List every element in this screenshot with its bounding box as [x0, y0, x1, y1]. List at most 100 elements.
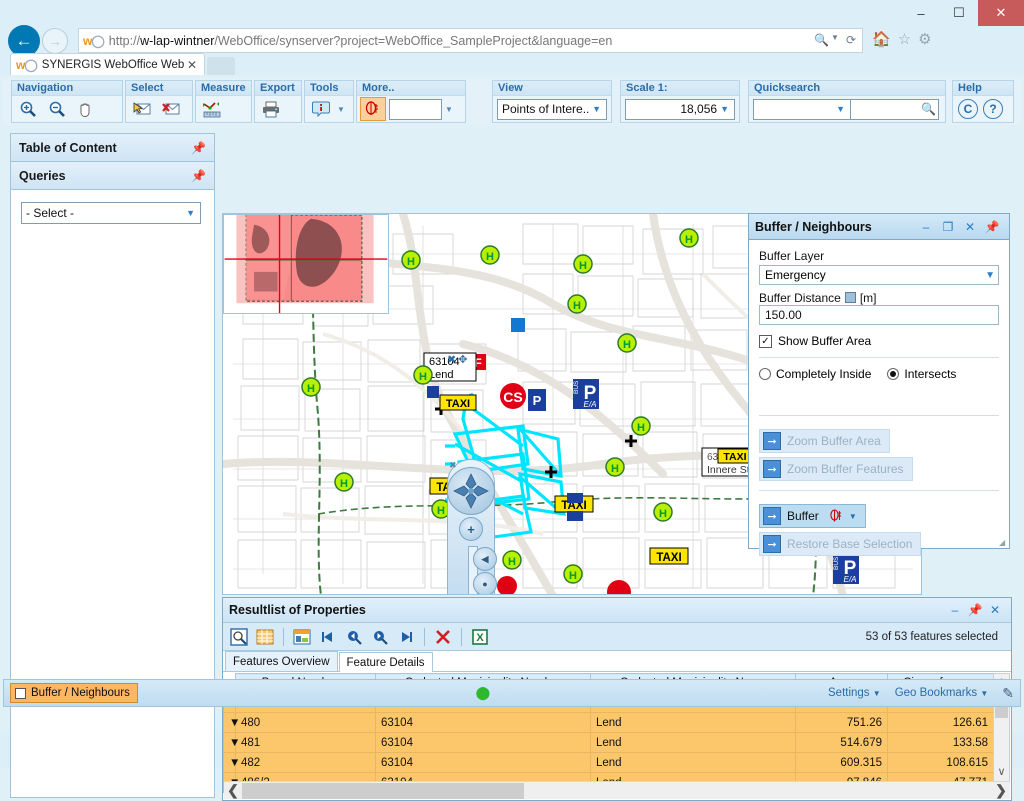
minimize-icon[interactable]: –: [917, 5, 925, 21]
zoom-to-selection-icon[interactable]: [228, 626, 250, 648]
chevron-down-icon[interactable]: ▼: [337, 104, 345, 114]
overview-map[interactable]: [223, 214, 389, 314]
query-select[interactable]: - Select - ▼: [21, 202, 201, 224]
first-feature-icon[interactable]: [317, 626, 339, 648]
restore-base-selection-button[interactable]: ➞ Restore Base Selection: [759, 532, 922, 556]
scroll-right-icon[interactable]: ❯: [995, 782, 1007, 798]
clear-selection-icon[interactable]: [158, 97, 184, 121]
search-icon[interactable]: 🔍: [921, 102, 936, 116]
zoom-in-button[interactable]: +: [459, 517, 483, 541]
scale-select[interactable]: 18,056 ▼: [625, 98, 735, 120]
minimize-icon[interactable]: –: [951, 603, 959, 617]
buffer-tool-icon[interactable]: [829, 508, 843, 524]
pan-rosette-icon[interactable]: [447, 467, 495, 515]
forward-arrow-icon[interactable]: →: [42, 28, 68, 54]
measure-distance-icon[interactable]: [199, 97, 225, 121]
quicksearch-category-select[interactable]: ▼: [753, 98, 851, 120]
previous-feature-icon[interactable]: [343, 626, 365, 648]
row-expander-icon[interactable]: ▼: [223, 712, 240, 733]
close-icon[interactable]: ✕: [978, 0, 1024, 26]
buffer-layer-select[interactable]: Emergency ▼: [759, 265, 999, 285]
search-icon[interactable]: 🔍: [814, 33, 830, 47]
close-icon[interactable]: ✖: [447, 354, 457, 366]
address-bar[interactable]: w◯ http://w-lap-wintner/WebOffice/synser…: [78, 28, 863, 53]
completely-inside-option[interactable]: Completely Inside: [759, 367, 871, 381]
home-icon[interactable]: 🏠: [872, 31, 891, 48]
maximize-icon[interactable]: ☐: [953, 5, 965, 20]
chevron-down-icon[interactable]: ▼: [831, 33, 839, 42]
calculator-icon[interactable]: [844, 292, 856, 303]
select-rectangle-icon[interactable]: [129, 97, 155, 121]
tab-close-icon[interactable]: ✕: [186, 57, 197, 72]
tab-feature-details[interactable]: Feature Details: [338, 652, 433, 672]
star-icon[interactable]: ☆: [897, 31, 912, 48]
scroll-left-icon[interactable]: ❮: [227, 782, 239, 798]
row-expander-icon[interactable]: ▼: [223, 752, 240, 773]
sidebar-item-table-of-content[interactable]: Table of Content 📌: [11, 134, 214, 162]
table-row[interactable]: ▼ 480 63104 Lend 751.26 126.61: [223, 712, 994, 733]
sidebar-item-queries[interactable]: Queries 📌: [11, 162, 214, 190]
zoom-out-icon[interactable]: [44, 97, 70, 121]
minimize-icon[interactable]: –: [922, 219, 930, 234]
last-feature-icon[interactable]: [395, 626, 417, 648]
settings-menu[interactable]: Settings ▼: [828, 687, 881, 699]
map-navigation-control[interactable]: ✖ + ◀ ● ▶ −: [447, 459, 497, 594]
radio-intersects[interactable]: [887, 368, 900, 380]
report-icon[interactable]: [291, 626, 313, 648]
chevron-down-icon[interactable]: ▼: [848, 511, 857, 521]
delete-selection-icon[interactable]: [432, 626, 454, 648]
scroll-track[interactable]: [242, 782, 992, 799]
pin-icon[interactable]: 📌: [191, 168, 206, 183]
pin-icon[interactable]: 📌: [967, 603, 983, 617]
identify-icon[interactable]: [308, 97, 334, 121]
restore-icon[interactable]: ❐: [942, 219, 954, 234]
more-tools-input[interactable]: [389, 98, 442, 120]
buffer-distance-input[interactable]: 150.00: [759, 305, 999, 325]
pan-hand-icon[interactable]: [73, 97, 99, 121]
print-icon[interactable]: [258, 97, 284, 121]
full-extent-button[interactable]: ●: [473, 572, 497, 594]
zoom-in-icon[interactable]: [15, 97, 41, 121]
move-icon[interactable]: ✥: [458, 354, 468, 366]
pen-icon[interactable]: ✎: [1002, 684, 1014, 701]
buffer-neighbours-icon[interactable]: [360, 97, 386, 121]
contents-icon[interactable]: C: [958, 99, 978, 119]
geo-bookmarks-menu[interactable]: Geo Bookmarks ▼: [895, 687, 989, 699]
browser-tab[interactable]: w◯ SYNERGIS WebOffice Web... ✕: [10, 53, 205, 75]
close-icon[interactable]: ✕: [989, 603, 1001, 617]
grid-horizontal-scrollbar[interactable]: ❮ ❯: [224, 781, 1010, 799]
scroll-down-icon[interactable]: ∨: [997, 766, 1006, 778]
sidebar-section-label: Queries: [19, 168, 66, 183]
table-row[interactable]: ▼ 481 63104 Lend 514.679 133.58: [223, 732, 994, 753]
pin-icon[interactable]: 📌: [191, 140, 206, 155]
radio-completely-inside[interactable]: [759, 368, 771, 380]
chevron-down-icon[interactable]: ▼: [445, 104, 453, 114]
new-tab-button[interactable]: [207, 57, 235, 75]
scroll-thumb[interactable]: [242, 782, 524, 799]
help-icon[interactable]: ?: [983, 99, 1003, 119]
buffer-button[interactable]: ➞ Buffer ▼: [759, 504, 866, 528]
intersects-option[interactable]: Intersects: [887, 367, 956, 381]
row-expander-icon[interactable]: ▼: [223, 732, 240, 753]
view-select[interactable]: Points of Intere... ▼: [497, 98, 607, 120]
show-buffer-area-row[interactable]: ✓ Show Buffer Area: [759, 334, 999, 348]
resize-grip[interactable]: ◢: [999, 538, 1006, 547]
quicksearch-input[interactable]: 🔍: [851, 98, 939, 120]
tab-features-overview[interactable]: Features Overview: [225, 651, 338, 671]
back-arrow-icon[interactable]: ←: [8, 25, 40, 57]
refresh-icon[interactable]: ⟳: [845, 33, 856, 47]
taskbar-item-buffer-neighbours[interactable]: Buffer / Neighbours: [10, 683, 138, 703]
zoom-buffer-features-button[interactable]: ➞ Zoom Buffer Features: [759, 457, 913, 481]
export-excel-icon[interactable]: X: [469, 626, 491, 648]
show-table-icon[interactable]: [254, 626, 276, 648]
zoom-slider[interactable]: [468, 546, 478, 594]
show-buffer-area-checkbox[interactable]: ✓: [759, 334, 772, 348]
previous-extent-button[interactable]: ◀: [473, 547, 497, 571]
close-icon[interactable]: ✕: [964, 219, 976, 234]
close-icon[interactable]: ✖: [449, 460, 457, 470]
next-feature-icon[interactable]: [369, 626, 391, 648]
pin-icon[interactable]: 📌: [984, 219, 1000, 234]
table-row[interactable]: ▼ 482 63104 Lend 609.315 108.615: [223, 752, 994, 773]
zoom-buffer-area-button[interactable]: ➞ Zoom Buffer Area: [759, 429, 890, 453]
gear-icon[interactable]: ⚙: [918, 31, 932, 48]
